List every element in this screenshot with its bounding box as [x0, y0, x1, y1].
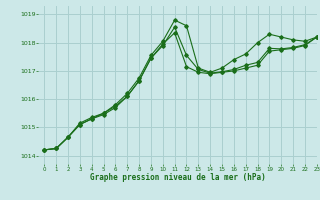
- X-axis label: Graphe pression niveau de la mer (hPa): Graphe pression niveau de la mer (hPa): [90, 173, 266, 182]
